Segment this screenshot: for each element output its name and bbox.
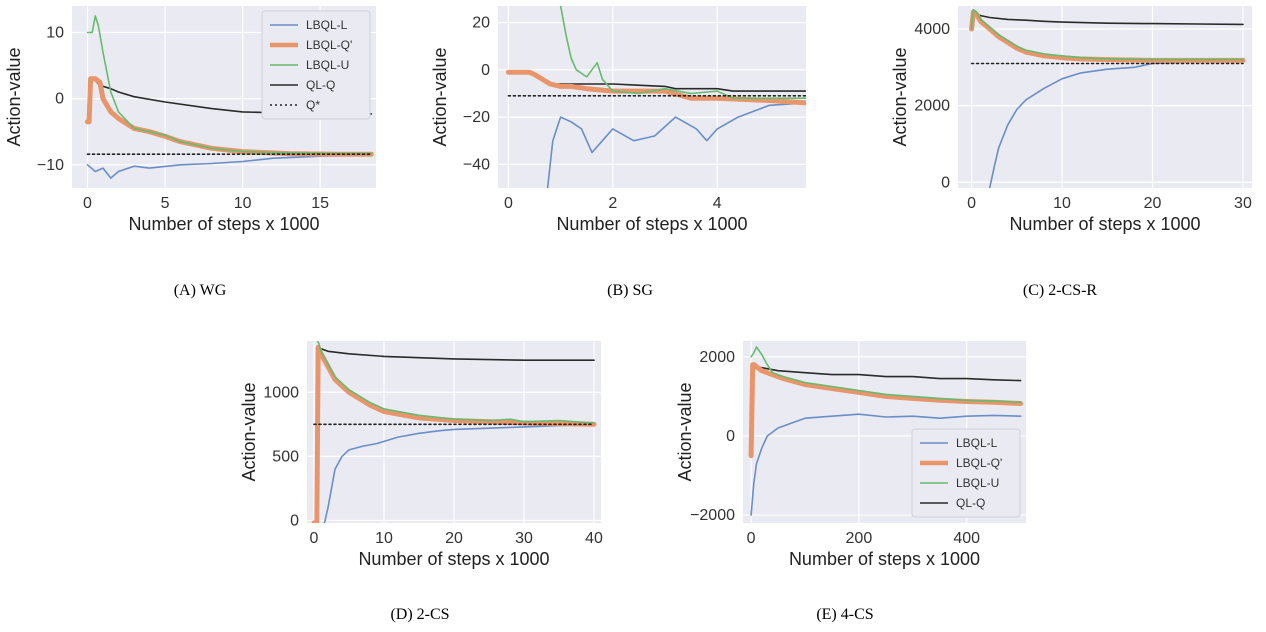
y-tick-label: 0 (941, 174, 950, 191)
series-line-lbql-u (559, 6, 806, 99)
y-axis-label: Action-value (890, 47, 910, 146)
series-group (748, 346, 1024, 516)
x-tick-label: 0 (83, 195, 92, 212)
y-tick-label: −20 (463, 109, 490, 126)
x-tick-label: 5 (161, 195, 170, 212)
legend: LBQL-L LBQL-Q' LBQL-U QL-Q Q* (261, 10, 371, 120)
chart-sg-svg: 0 2 4 −40 −20 0 20 Number of steps x 1000 Action… (430, 6, 806, 234)
chart-wg-svg: 0 5 10 15 −10 0 10 Number of steps x 1000 Action… (4, 6, 376, 234)
series-group (505, 6, 806, 188)
legend-label: Q* (306, 98, 320, 112)
y-tick-label: −2000 (690, 507, 735, 524)
caption-2cs: (D) 2-CS (390, 606, 450, 623)
y-tick-label: 2000 (699, 349, 735, 366)
x-axis-label: Number of steps x 1000 (789, 549, 980, 569)
x-axis-label: Number of steps x 1000 (1009, 214, 1200, 234)
legend-label: LBQL-Q' (956, 456, 1002, 470)
y-tick-label: 2000 (914, 98, 950, 115)
series-group (85, 15, 374, 179)
caption-sg: (B) SG (607, 282, 653, 299)
x-tick-label: 0 (504, 195, 513, 212)
legend-label: QL-Q (306, 78, 335, 92)
x-tick-label: 30 (1234, 195, 1252, 212)
series-line-lbql-u (316, 341, 595, 424)
series-line-lbql-u (970, 9, 1244, 61)
chart-2cs: 0 10 20 30 40 0 500 1000 Number of steps x 1000 A… (225, 325, 615, 575)
x-tick-label: 10 (1053, 195, 1071, 212)
series-line-lbql-l (988, 60, 1244, 188)
x-tick-label: 200 (846, 530, 873, 547)
x-tick-label: 15 (311, 195, 329, 212)
chart-4cs-svg: 0 200 400 −2000 0 2000 Number of steps x 1000 A… (675, 341, 1026, 569)
legend-label: LBQL-L (956, 436, 998, 450)
y-axis-label: Action-value (239, 382, 259, 481)
x-axis-label: Number of steps x 1000 (128, 214, 319, 234)
chart-2csr: 0 10 20 30 0 2000 4000 Number of steps x 1000 Ac… (870, 0, 1260, 250)
x-tick-label: 40 (585, 530, 603, 547)
series-line-lbql-l (86, 154, 373, 179)
series-group (969, 9, 1246, 188)
x-axis-label: Number of steps x 1000 (358, 549, 549, 569)
y-axis-label: Action-value (675, 382, 695, 481)
y-tick-label: −10 (37, 157, 64, 174)
legend-label: LBQL-Q' (306, 38, 352, 52)
series-group (311, 341, 597, 523)
y-tick-label: 0 (55, 91, 64, 108)
y-axis-label: Action-value (430, 47, 450, 146)
series-line-lbql-u (750, 346, 1022, 404)
caption-wg: (A) WG (173, 282, 227, 299)
x-tick-label: 10 (375, 530, 393, 547)
legend-box (261, 10, 371, 120)
x-tick-label: 2 (608, 195, 617, 212)
series-line-lbql-q- (505, 69, 806, 106)
series-line-lbql-q- (748, 362, 1024, 459)
y-tick-label: −40 (463, 156, 490, 173)
chart-2csr-svg: 0 10 20 30 0 2000 4000 Number of steps x 1000 Ac… (890, 6, 1252, 234)
caption-2csr: (C) 2-CS-R (1022, 282, 1098, 299)
x-tick-label: 0 (967, 195, 976, 212)
y-tick-label: 1000 (263, 384, 299, 401)
legend-label: LBQL-U (956, 476, 999, 490)
series-line-lbql-q- (311, 344, 597, 523)
series-line-lbql-l (323, 423, 595, 523)
chart-2cs-svg: 0 10 20 30 40 0 500 1000 Number of steps x 1000 A… (239, 341, 603, 569)
x-tick-label: 0 (747, 530, 756, 547)
plot-background (958, 6, 1252, 188)
caption-4cs: (E) 4-CS (816, 606, 874, 623)
y-tick-label: 20 (472, 15, 490, 32)
series-line-lbql-l (750, 413, 1022, 516)
y-tick-label: 4000 (914, 21, 950, 38)
x-tick-label: 20 (445, 530, 463, 547)
chart-wg: 0 5 10 15 −10 0 10 Number of steps x 1000 Action… (0, 0, 380, 250)
x-tick-label: 400 (953, 530, 980, 547)
series-line-lbql-l (546, 102, 806, 188)
legend-label: QL-Q (956, 496, 985, 510)
chart-sg: 0 2 4 −40 −20 0 20 Number of steps x 1000 Action… (425, 0, 815, 250)
y-tick-label: 10 (46, 24, 64, 41)
legend: LBQL-L LBQL-Q' LBQL-U QL-Q (911, 428, 1021, 518)
plot-background (498, 6, 806, 188)
chart-4cs: 0 200 400 −2000 0 2000 Number of steps x 1000 A… (640, 325, 1040, 575)
x-axis-label: Number of steps x 1000 (556, 214, 747, 234)
x-tick-label: 30 (515, 530, 533, 547)
series-line-lbql-u (86, 15, 373, 155)
y-tick-label: 0 (726, 428, 735, 445)
y-axis-label: Action-value (4, 47, 24, 146)
legend-label: LBQL-L (306, 18, 348, 32)
y-tick-label: 0 (290, 512, 299, 529)
x-tick-label: 20 (1144, 195, 1162, 212)
x-tick-label: 0 (310, 530, 319, 547)
y-tick-label: 0 (481, 62, 490, 79)
y-tick-label: 500 (272, 448, 299, 465)
x-tick-label: 4 (713, 195, 722, 212)
legend-box (911, 428, 1021, 518)
legend-label: LBQL-U (306, 58, 349, 72)
x-tick-label: 10 (234, 195, 252, 212)
